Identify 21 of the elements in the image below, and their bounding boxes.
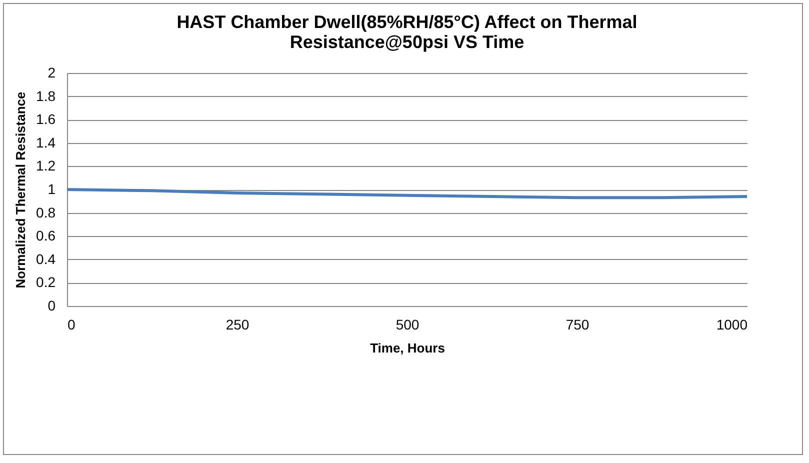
x-axis-title: Time, Hours	[370, 340, 445, 356]
x-tick-label: 1000	[716, 316, 748, 332]
text: Resistance@50psi VS Time	[290, 32, 524, 52]
x-tick-label: 500	[396, 316, 420, 332]
y-tick-label: 0.8	[36, 204, 56, 220]
x-tick-label: 250	[226, 316, 250, 332]
y-tick-label: 0.2	[36, 274, 56, 290]
y-tick-label: 1.8	[36, 88, 56, 104]
x-tick-label: 750	[566, 316, 590, 332]
x-tick-label: 0	[68, 316, 76, 332]
y-tick-label: 0.6	[36, 228, 56, 244]
y-tick-label: 1.6	[36, 111, 56, 128]
text: HAST Chamber Dwell(85%RH/85°C) Affect on Thermal	[176, 12, 638, 32]
y-tick-label: 1	[48, 181, 56, 197]
y-tick-label: 1.2	[36, 158, 56, 174]
y-tick-label: 0.4	[36, 250, 56, 267]
y-tick-label: 1.4	[36, 134, 56, 150]
y-tick-label: 0	[48, 298, 56, 314]
line-series	[67, 188, 747, 200]
y-axis-title: Normalized Thermal Resistance	[13, 92, 28, 288]
y-tick-label: 2	[48, 64, 56, 80]
